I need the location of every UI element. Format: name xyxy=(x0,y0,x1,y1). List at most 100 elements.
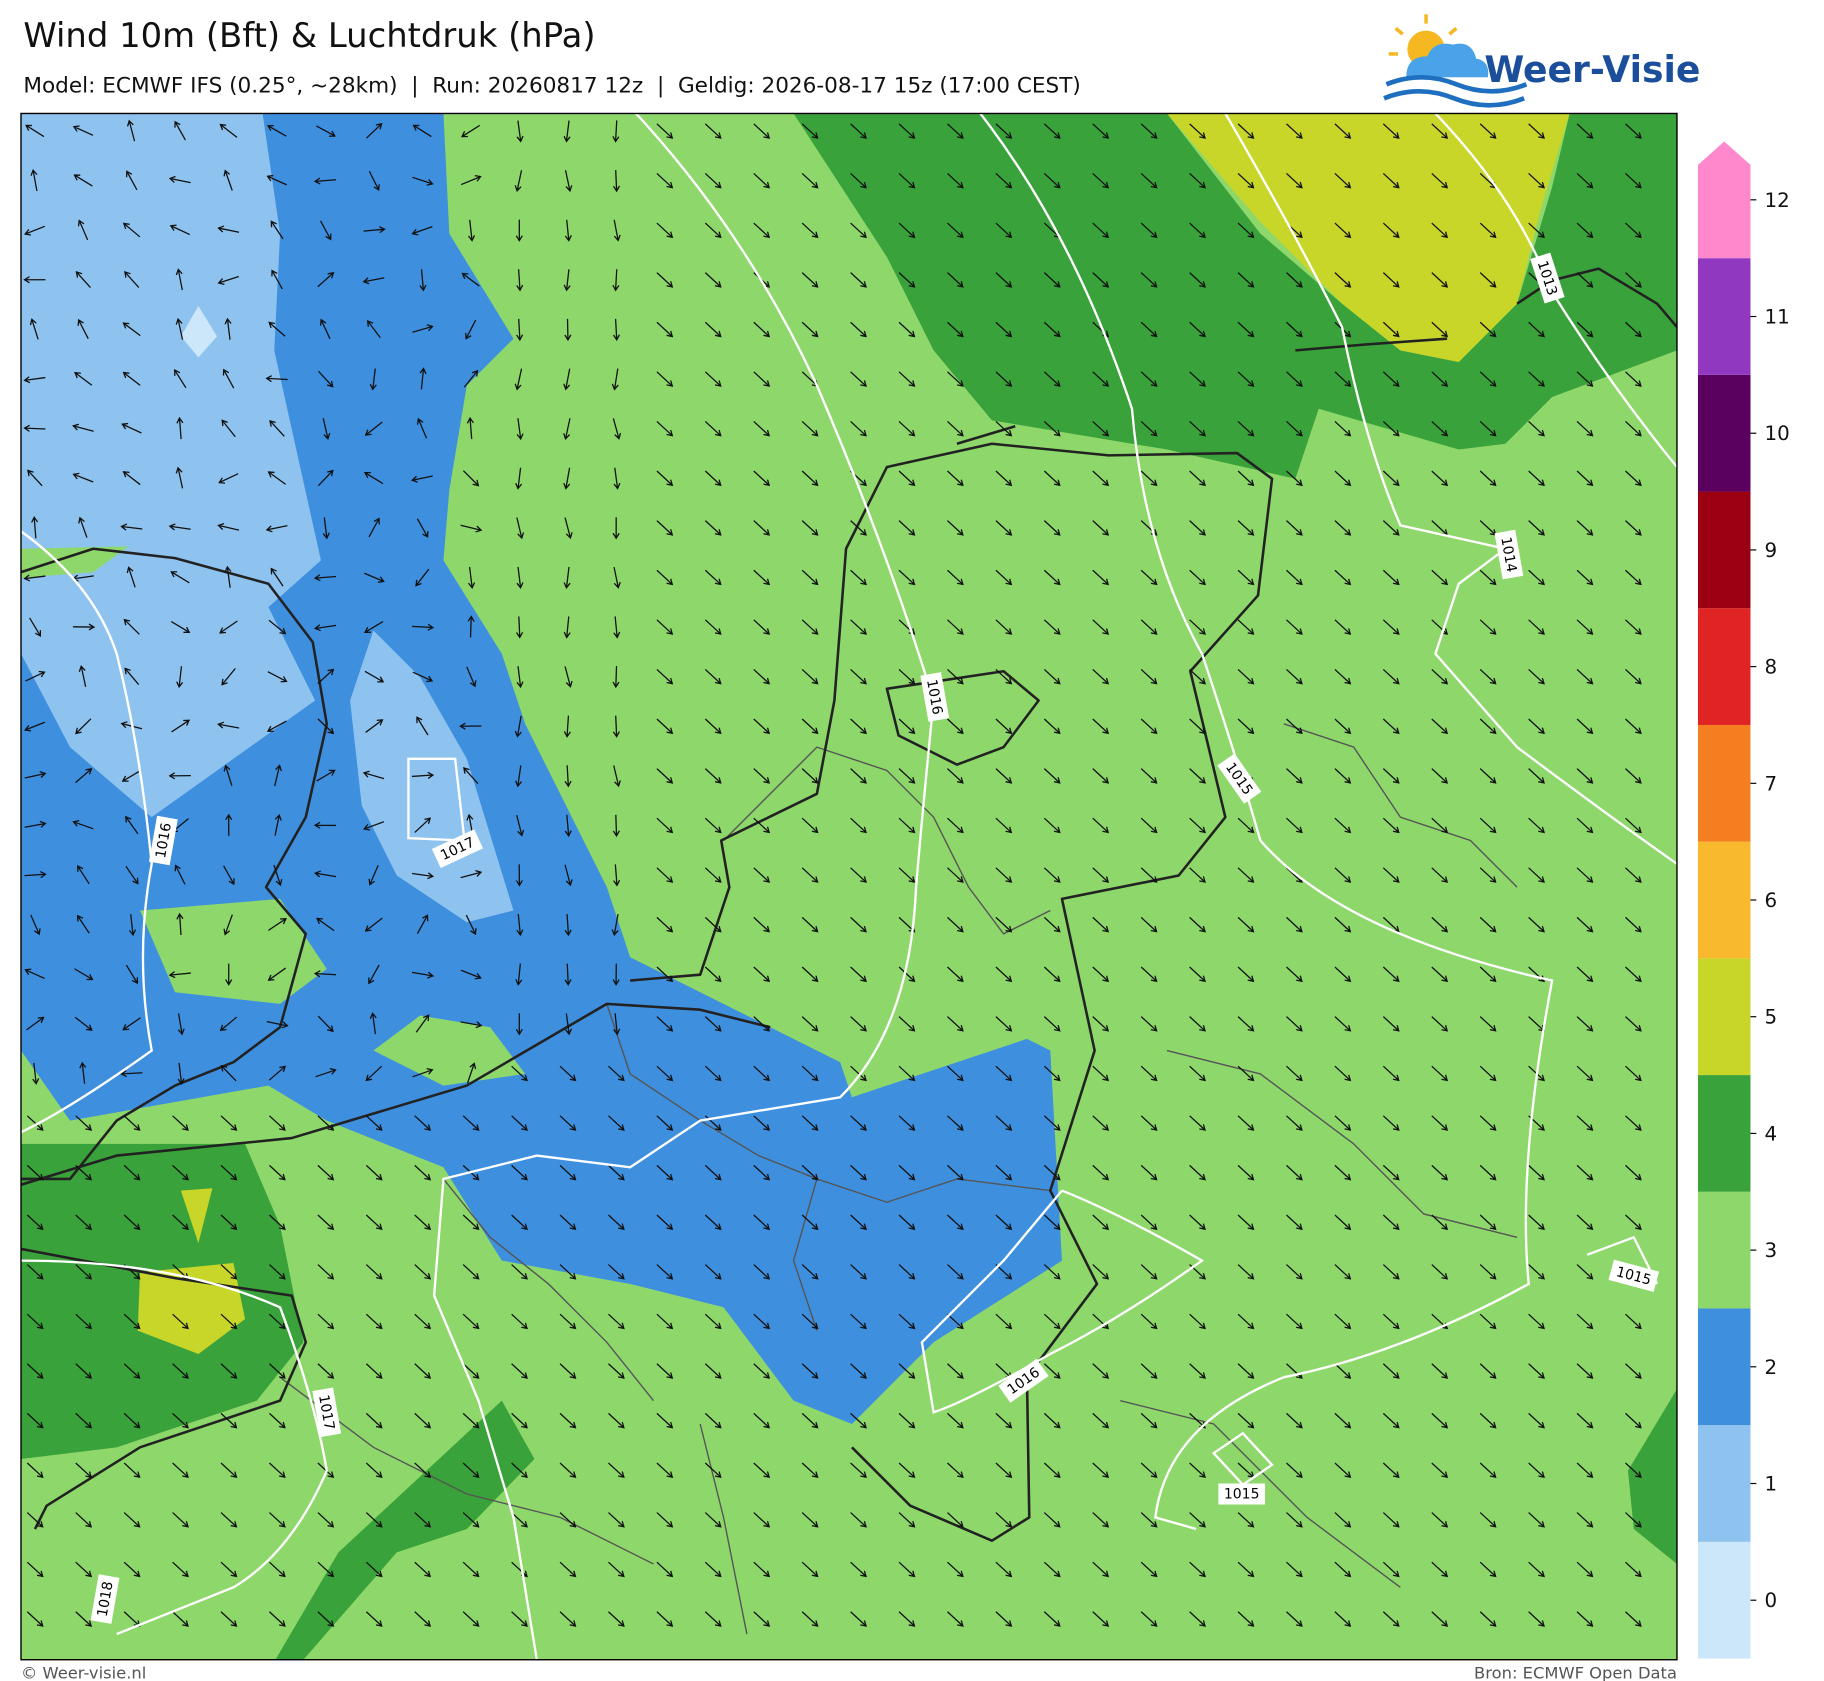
wind-arrow xyxy=(995,172,1013,189)
wind-arrow xyxy=(219,620,238,634)
wind-arrow xyxy=(1576,1164,1594,1181)
wind-arrow xyxy=(175,466,184,489)
wind-arrow xyxy=(269,1462,286,1479)
wind-arrow xyxy=(656,1214,674,1231)
wind-arrow xyxy=(704,1016,722,1032)
wind-arrow xyxy=(1334,1561,1352,1578)
wind-arrow xyxy=(947,1164,964,1181)
wind-arrow xyxy=(613,566,621,589)
colorbar-label: 0 xyxy=(1764,1589,1777,1612)
wind-arrow xyxy=(947,1264,964,1280)
wind-arrow xyxy=(511,1313,528,1330)
colorbar-label: 3 xyxy=(1764,1239,1777,1262)
wind-arrow xyxy=(1431,420,1449,437)
wind-arrow xyxy=(171,719,191,733)
wind-arrow xyxy=(1140,966,1158,983)
wind-arrow xyxy=(172,1115,189,1131)
wind-arrow xyxy=(1479,718,1497,735)
wind-arrow xyxy=(559,1412,577,1429)
wind-arrow xyxy=(995,1016,1013,1032)
wind-arrow xyxy=(947,619,964,635)
wind-arrow xyxy=(753,1313,771,1330)
wind-arrow xyxy=(850,718,867,735)
wind-arrow xyxy=(613,219,621,242)
wind-arrow xyxy=(175,317,184,340)
wind-arrow xyxy=(608,1164,625,1181)
wind-arrow xyxy=(267,671,288,683)
wind-arrow xyxy=(365,1412,383,1429)
wind-arrow xyxy=(801,867,819,883)
wind-arrow xyxy=(753,1065,771,1082)
wind-arrow xyxy=(898,817,916,834)
wind-arrow xyxy=(564,963,572,986)
wind-arrow xyxy=(1576,371,1594,387)
wind-arrow xyxy=(268,1065,287,1081)
wind-arrow xyxy=(801,916,819,933)
colorbar-segment xyxy=(1697,1191,1751,1309)
wind-arrow xyxy=(462,1313,480,1330)
wind-arrow xyxy=(947,1115,964,1131)
wind-arrow xyxy=(1625,371,1642,387)
wind-arrow xyxy=(1528,867,1545,883)
wind-arrow xyxy=(704,668,722,685)
wind-arrow xyxy=(753,768,771,784)
wind-arrow xyxy=(1431,768,1449,784)
wind-arrow xyxy=(559,1462,577,1479)
wind-arrow xyxy=(26,1512,44,1528)
wind-arrow xyxy=(468,219,476,242)
wind-arrow xyxy=(1043,768,1061,784)
wind-arrow xyxy=(1431,1264,1449,1280)
wind-arrow xyxy=(898,1016,916,1032)
wind-arrow xyxy=(1189,668,1206,685)
wind-arrow xyxy=(176,416,184,440)
wind-arrow xyxy=(30,914,41,936)
wind-arrow xyxy=(1043,569,1061,586)
wind-arrow xyxy=(362,277,385,285)
wind-arrow xyxy=(219,1016,238,1032)
wind-arrow xyxy=(466,416,474,440)
wind-arrow xyxy=(656,1016,674,1032)
wind-arrow xyxy=(1334,123,1352,139)
wind-arrow xyxy=(801,966,819,983)
wind-arrow xyxy=(704,867,722,883)
wind-arrow xyxy=(898,371,916,387)
wind-arrow xyxy=(365,1363,383,1379)
wind-arrow xyxy=(363,472,384,485)
wind-arrow xyxy=(123,1313,141,1330)
wind-arrow xyxy=(898,1115,916,1131)
wind-arrow xyxy=(23,424,46,432)
wind-arrow xyxy=(317,1561,335,1578)
wind-arrow xyxy=(801,1313,819,1330)
wind-arrow xyxy=(1092,916,1110,933)
wind-arrow xyxy=(656,817,674,834)
wind-arrow xyxy=(850,1065,867,1082)
wind-arrow xyxy=(271,269,283,290)
wind-arrow xyxy=(608,1412,625,1429)
wind-arrow xyxy=(1431,1561,1449,1578)
wind-arrow xyxy=(947,1065,964,1082)
wind-arrow xyxy=(612,814,620,838)
wind-arrow xyxy=(269,1512,286,1528)
title: Wind 10m (Bft) & Luchtdruk (hPa) xyxy=(23,16,595,55)
wind-arrow xyxy=(170,571,190,584)
subtitle: Model: ECMWF IFS (0.25°, ~28km) | Run: 2… xyxy=(23,73,1081,98)
colorbar-label: 7 xyxy=(1764,772,1777,795)
wind-arrow xyxy=(704,321,722,338)
wind-arrow xyxy=(612,269,620,292)
wind-arrow xyxy=(656,966,674,983)
wind-arrow xyxy=(1431,966,1449,983)
wind-arrow xyxy=(1237,172,1255,189)
wind-arrow xyxy=(220,1512,238,1528)
wind-arrow xyxy=(24,820,47,828)
wind-arrow xyxy=(801,1264,819,1280)
wind-arrow xyxy=(516,666,524,689)
colorbar-segment xyxy=(1697,724,1751,842)
wind-arrow xyxy=(72,623,96,631)
wind-arrow xyxy=(1092,1611,1110,1627)
wind-arrow xyxy=(122,371,141,386)
wind-arrow xyxy=(801,768,819,784)
borders xyxy=(279,723,1518,1635)
wind-arrow xyxy=(1528,470,1545,487)
wind-arrow xyxy=(412,1068,434,1078)
